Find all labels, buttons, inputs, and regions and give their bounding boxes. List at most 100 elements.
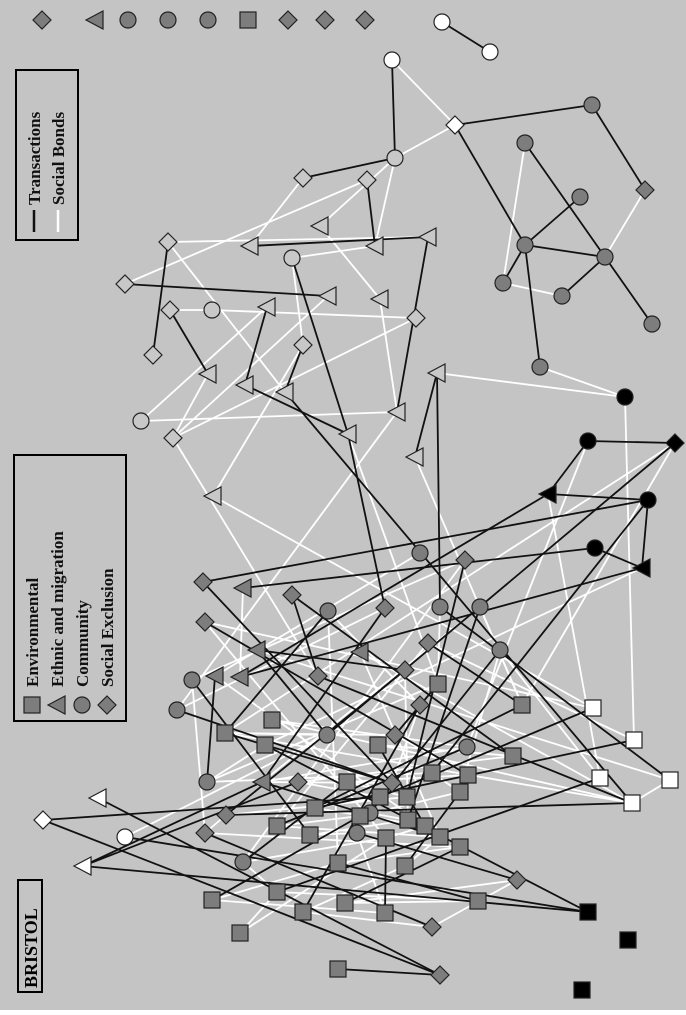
- node-diamond-110: [195, 823, 215, 843]
- node-square-85: [623, 794, 641, 812]
- transaction-edge-12: [366, 179, 376, 247]
- title-box: BRISTOL: [17, 879, 43, 993]
- node-square-111: [268, 817, 286, 835]
- node-square-77: [429, 675, 447, 693]
- transaction-edge-14: [291, 257, 349, 435]
- transaction-edge-0: [441, 21, 491, 53]
- node-circle-59: [411, 544, 429, 562]
- social-bond-edge-30: [624, 396, 635, 741]
- transaction-edge-59: [204, 832, 433, 928]
- transaction-edge-78: [347, 433, 386, 609]
- node-square-94: [459, 766, 477, 784]
- transaction-edge-17: [169, 309, 209, 375]
- transaction-edge-81: [225, 802, 633, 816]
- transaction-edge-64: [337, 968, 441, 976]
- node-circle-92: [458, 738, 476, 756]
- transaction-edge-1: [391, 59, 396, 159]
- node-diamond-97: [288, 772, 308, 792]
- transaction-edge-50: [379, 707, 594, 798]
- transaction-edge-11: [302, 157, 396, 179]
- node-circle-88: [318, 726, 336, 744]
- node-square-121: [268, 883, 286, 901]
- node-diamond-131: [33, 810, 53, 830]
- node-diamond-39: [293, 335, 313, 355]
- social-bond-edge-18: [379, 298, 398, 413]
- node-diamond-33: [160, 300, 180, 320]
- social-bond-edge-88: [344, 900, 479, 904]
- node-square-91: [256, 736, 274, 754]
- node-circle-95: [198, 773, 216, 791]
- transaction-edge-18: [244, 306, 268, 386]
- node-diamond-32: [115, 274, 135, 294]
- node-diamond-8: [355, 10, 375, 30]
- legend-triangle-symbol: [46, 695, 66, 715]
- node-diamond-62: [282, 585, 302, 605]
- node-circle-22: [531, 358, 549, 376]
- node-circle-52: [579, 432, 597, 450]
- transaction-edge-39: [407, 606, 481, 821]
- transaction-edge-53: [377, 744, 426, 827]
- node-square-118: [329, 854, 347, 872]
- node-diamond-25: [357, 170, 377, 190]
- social-bond-edge-101: [521, 442, 676, 706]
- social-bond-edge-96: [359, 651, 441, 838]
- social-bond-edge-89: [191, 679, 206, 834]
- social-bond-edge-13: [167, 241, 286, 393]
- node-triangle-35: [256, 297, 276, 317]
- node-diamond-72: [395, 660, 415, 680]
- transaction-edge-15: [152, 241, 169, 356]
- node-diamond-46: [163, 428, 183, 448]
- node-triangle-28: [364, 236, 384, 256]
- node-triangle-50: [202, 486, 222, 506]
- node-square-137: [573, 981, 591, 999]
- social-bond-edge-83: [302, 865, 406, 913]
- node-circle-30: [283, 249, 301, 267]
- social-bond-edge-74: [204, 832, 461, 848]
- transaction-edge-26: [547, 493, 649, 501]
- network-nodes: [32, 10, 685, 999]
- transaction-edge-58: [211, 815, 361, 901]
- node-diamond-76: [308, 666, 328, 686]
- legend-category-label: Ethnic and migration: [48, 531, 67, 687]
- node-diamond-130: [430, 965, 450, 985]
- node-diamond-68: [418, 633, 438, 653]
- node-triangle-48: [386, 402, 406, 422]
- transaction-edge-72: [82, 781, 299, 867]
- node-square-136: [619, 931, 637, 949]
- node-square-86: [216, 724, 234, 742]
- transaction-edge-22: [396, 236, 429, 413]
- node-circle-56: [586, 539, 604, 557]
- node-circle-13: [583, 96, 601, 114]
- social-bond-edge-6: [374, 157, 396, 247]
- node-circle-4: [199, 11, 217, 29]
- node-diamond-58: [193, 572, 213, 592]
- transaction-edge-45: [206, 675, 216, 783]
- node-circle-117: [234, 853, 252, 871]
- node-diamond-6: [278, 10, 298, 30]
- social-bond-edge-103: [124, 734, 328, 838]
- social-bond-edge-55: [206, 744, 266, 783]
- node-circle-10: [481, 43, 499, 61]
- node-diamond-12: [445, 115, 465, 135]
- social-bond-edge-44: [499, 649, 601, 779]
- node-square-84: [661, 771, 679, 789]
- social-bond-edge-0: [391, 59, 456, 126]
- legend-edge-label: Transactions: [25, 111, 44, 205]
- social-bond-edge-12: [291, 257, 304, 346]
- transaction-edge-13: [249, 236, 429, 247]
- node-circle-34: [203, 301, 221, 319]
- node-circle-9: [433, 13, 451, 31]
- transaction-edge-33: [431, 499, 649, 774]
- transaction-edge-36: [439, 606, 671, 781]
- node-square-98: [338, 773, 356, 791]
- node-triangle-47: [337, 424, 357, 444]
- node-circle-21: [643, 315, 661, 333]
- node-square-87: [263, 711, 281, 729]
- node-triangle-42: [234, 375, 254, 395]
- social-bond-edge-24: [539, 366, 626, 398]
- node-square-112: [301, 826, 319, 844]
- transaction-edge-41: [427, 642, 523, 706]
- edge-legend: Transactions Social Bonds: [15, 69, 79, 241]
- social-bond-edge-23: [140, 411, 398, 422]
- node-diamond-64: [375, 598, 395, 618]
